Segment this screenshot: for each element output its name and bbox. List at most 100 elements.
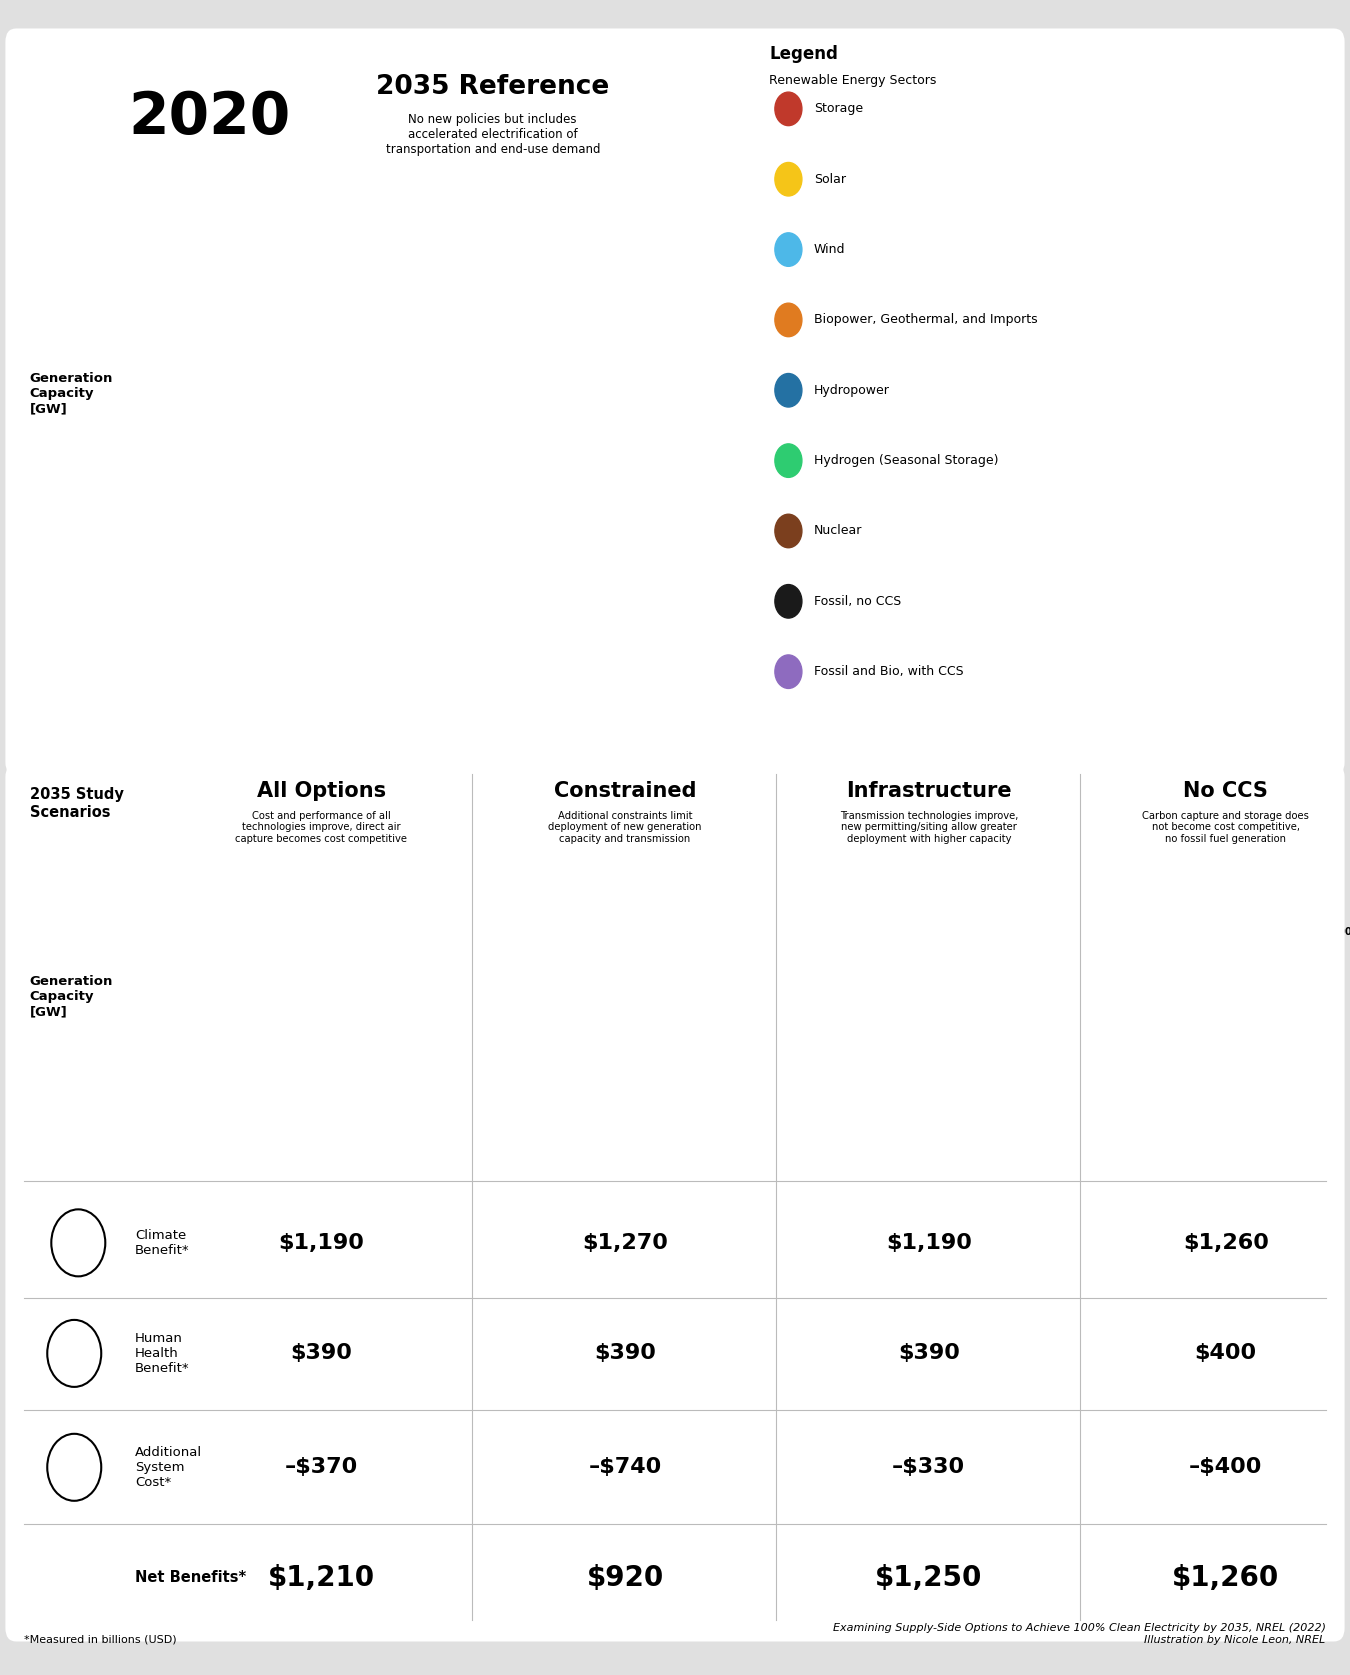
Text: 1,083: 1,083 [273,1124,305,1134]
Text: 631: 631 [186,864,207,874]
Wedge shape [185,993,234,1020]
Text: $920: $920 [586,1564,664,1591]
Text: 4,100: 4,100 [259,968,335,992]
Text: $1,250: $1,250 [875,1564,983,1591]
Text: Fossil and Bio, with CCS: Fossil and Bio, with CCS [814,665,964,678]
Wedge shape [184,958,230,980]
Wedge shape [501,1012,639,1094]
Text: 81: 81 [609,600,624,610]
Text: Additional
System
Cost*: Additional System Cost* [135,1446,202,1489]
Text: 145: 145 [917,827,938,838]
Text: 28: 28 [424,360,439,370]
Text: Generation
Capacity
[GW]: Generation Capacity [GW] [30,372,113,415]
Text: 386: 386 [829,841,849,851]
Text: Infrastructure: Infrastructure [846,781,1011,801]
Text: 82: 82 [455,1030,468,1040]
Wedge shape [297,866,339,916]
Text: Examining Supply-Side Options to Achieve 100% Clean Electricity by 2035, NREL (2: Examining Supply-Side Options to Achieve… [833,1623,1326,1645]
Wedge shape [501,884,564,948]
Text: No new policies but includes
accelerated electrification of
transportation and e: No new policies but includes accelerated… [386,112,599,156]
Text: –$400: –$400 [1189,1457,1262,1477]
Text: 368: 368 [640,834,660,844]
Wedge shape [589,866,601,913]
Text: 118: 118 [383,305,406,315]
Text: Wind: Wind [814,243,845,256]
Wedge shape [587,308,694,449]
Text: Storage: Storage [814,102,863,116]
Wedge shape [336,372,397,410]
Text: 1,225: 1,225 [903,1124,936,1134]
Text: 4,186: 4,186 [563,968,639,992]
Text: Transmission technologies improve,
new permitting/siting allow greater
deploymen: Transmission technologies improve, new p… [840,811,1018,844]
Text: Cost and performance of all
technologies improve, direct air
capture becomes cos: Cost and performance of all technologies… [235,811,408,844]
Wedge shape [332,441,404,511]
Text: 84: 84 [1045,973,1058,983]
Wedge shape [1088,869,1185,975]
Wedge shape [547,513,586,573]
Text: 134: 134 [1173,826,1193,836]
Text: 682: 682 [1077,878,1098,888]
Text: $1,260: $1,260 [1172,1564,1280,1591]
Text: 4,193: 4,193 [867,968,942,992]
Text: 2020: 2020 [128,89,290,146]
Text: 818: 818 [97,516,120,526]
Text: 1,169: 1,169 [733,1000,764,1010]
Text: 23: 23 [759,1030,772,1040]
Text: 21: 21 [460,1044,474,1052]
Wedge shape [321,874,410,1035]
Text: 80: 80 [436,407,452,417]
Text: 83: 83 [146,1015,159,1025]
Text: 60: 60 [586,826,599,836]
Text: 2035 Study
Scenarios: 2035 Study Scenarios [30,787,124,819]
Text: Legend: Legend [769,45,838,62]
Wedge shape [806,905,853,946]
Text: $1,190: $1,190 [278,1233,364,1253]
Text: Hydropower: Hydropower [814,384,890,397]
Text: 183: 183 [315,827,335,838]
Text: 2035 Reference: 2035 Reference [377,74,609,100]
Text: All Options: All Options [256,781,386,801]
Text: $400: $400 [1195,1343,1257,1363]
Wedge shape [792,992,841,1018]
Text: 129: 129 [580,255,603,265]
Text: Hydrogen (Seasonal Storage): Hydrogen (Seasonal Storage) [814,454,999,467]
Text: Constrained: Constrained [554,781,697,801]
Wedge shape [1088,970,1134,988]
Text: Generation
Capacity
[GW]: Generation Capacity [GW] [30,975,113,1018]
Wedge shape [601,866,671,926]
Text: Net Benefits*: Net Benefits* [135,1571,246,1585]
Wedge shape [819,866,900,935]
Wedge shape [1223,873,1315,1042]
Text: 415: 415 [699,338,722,348]
Text: 313: 313 [695,528,718,538]
Wedge shape [185,868,292,966]
Text: Additional constraints limit
deployment of new generation
capacity and transmiss: Additional constraints limit deployment … [548,811,702,844]
Text: Climate
Benefit*: Climate Benefit* [135,1229,189,1256]
Wedge shape [266,298,282,357]
Text: 101: 101 [425,487,448,497]
Text: 833: 833 [428,925,448,935]
Text: $390: $390 [290,1343,352,1363]
Text: 1,362: 1,362 [219,420,315,451]
Text: 431: 431 [441,961,462,971]
Wedge shape [1089,987,1296,1094]
Wedge shape [925,871,1018,1002]
Text: Biopower, Geothermal, and Imports: Biopower, Geothermal, and Imports [814,313,1038,327]
Text: 1,342: 1,342 [1150,1121,1183,1131]
Text: 1,004: 1,004 [360,424,396,434]
Wedge shape [304,315,389,400]
Text: 23: 23 [151,1030,165,1040]
Text: 43: 43 [284,826,297,836]
Text: 91: 91 [140,988,155,998]
Wedge shape [340,390,405,446]
Wedge shape [190,1003,235,1025]
Wedge shape [275,298,332,367]
Wedge shape [798,1003,842,1023]
Wedge shape [624,891,714,1087]
Text: $1,260: $1,260 [1183,1233,1269,1253]
Text: $1,270: $1,270 [582,1233,668,1253]
Wedge shape [556,298,610,363]
Wedge shape [1088,985,1134,992]
Text: Carbon capture and storage does
not become cost competitive,
no fossil fuel gene: Carbon capture and storage does not beco… [1142,811,1310,844]
Wedge shape [904,866,938,915]
